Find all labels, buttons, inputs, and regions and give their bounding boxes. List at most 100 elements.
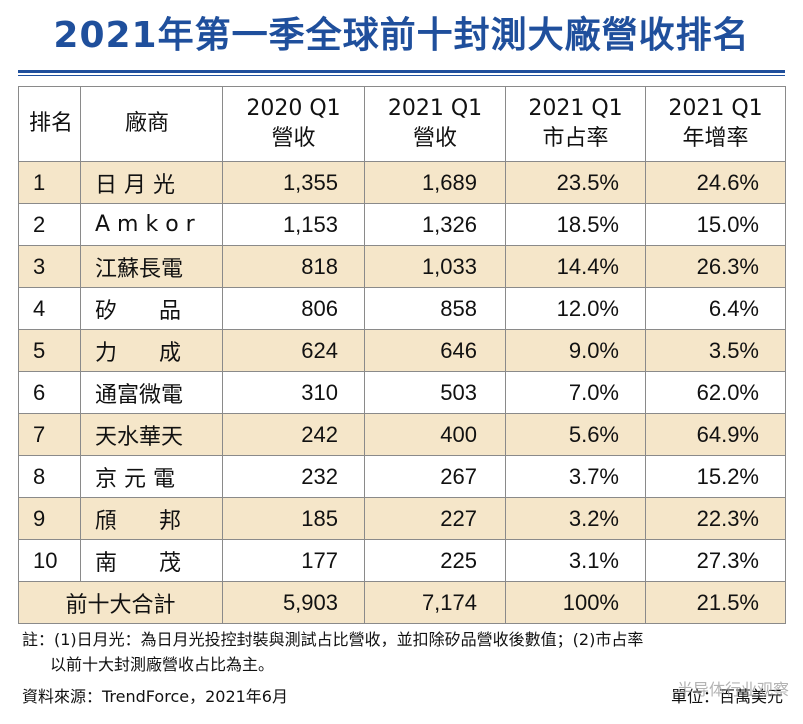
rev2021-cell: 858 [364, 287, 506, 330]
table-row: 7 天水華天 242 400 5.6% 64.9% [18, 413, 786, 456]
rev2020-cell: 310 [222, 371, 365, 414]
rev2021-cell: 1,689 [364, 161, 506, 204]
share-cell: 18.5% [505, 203, 646, 246]
company-cell: 天水華天 [80, 413, 223, 456]
growth-cell: 6.4% [645, 287, 786, 330]
table-row: 5 力 成 624 646 9.0% 3.5% [18, 329, 786, 372]
rank-cell: 3 [18, 245, 81, 288]
header-share: 2021 Q1 市占率 [505, 86, 646, 162]
share-cell: 5.6% [505, 413, 646, 456]
rank-cell: 2 [18, 203, 81, 246]
share-cell: 23.5% [505, 161, 646, 204]
rev2020-cell: 806 [222, 287, 365, 330]
growth-cell: 27.3% [645, 539, 786, 582]
watermark: 半导体行业观察 [676, 680, 789, 699]
header-rev2020-line1: 2020 Q1 [246, 96, 341, 121]
rev2020-cell: 818 [222, 245, 365, 288]
share-cell: 7.0% [505, 371, 646, 414]
growth-cell: 3.5% [645, 329, 786, 372]
header-company: 廠商 [80, 86, 223, 162]
header-rev2021-line1: 2021 Q1 [387, 96, 483, 121]
rank-cell: 4 [18, 287, 81, 330]
header-rank: 排名 [18, 86, 81, 162]
footnote-line2: 以前十大封測廠營收占比為主。 [50, 655, 275, 674]
page-title: 2021年第一季全球前十封測大廠營收排名 [53, 15, 750, 56]
rank-cell: 5 [18, 329, 81, 372]
title-rule [18, 70, 785, 73]
rev2020-cell: 1,153 [222, 203, 365, 246]
company-cell: 南 茂 [80, 539, 223, 582]
header-growth-line1: 2021 Q1 [668, 96, 763, 121]
table-row: 10 南 茂 177 225 3.1% 27.3% [18, 539, 786, 582]
company-cell: 京 元 電 [80, 455, 223, 498]
growth-cell: 24.6% [645, 161, 786, 204]
rev2020-cell: 177 [222, 539, 365, 582]
header-rev2021: 2021 Q1 營收 [364, 86, 506, 162]
rev2021-cell: 227 [364, 497, 506, 540]
header-rev2020: 2020 Q1 營收 [222, 86, 365, 162]
company-cell: 通富微電 [80, 371, 223, 414]
table-row: 3 江蘇長電 818 1,033 14.4% 26.3% [18, 245, 786, 288]
company-cell: 江蘇長電 [80, 245, 223, 288]
rank-cell: 9 [18, 497, 81, 540]
company-cell: A m k o r [80, 203, 223, 246]
table-row: 6 通富微電 310 503 7.0% 62.0% [18, 371, 786, 414]
table-row: 2 A m k o r 1,153 1,326 18.5% 15.0% [18, 203, 786, 246]
table-row: 8 京 元 電 232 267 3.7% 15.2% [18, 455, 786, 498]
rev2020-cell: 1,355 [222, 161, 365, 204]
company-cell: 矽 品 [80, 287, 223, 330]
total-growth-cell: 21.5% [645, 581, 786, 624]
header-rev2020-line2: 營收 [271, 126, 316, 151]
rev2021-cell: 503 [364, 371, 506, 414]
unit-text: 單位：百萬美元 [670, 687, 783, 706]
table-row: 1 日 月 光 1,355 1,689 23.5% 24.6% [18, 161, 786, 204]
footnote: 註：(1)日月光：為日月光投控封裝與測試占比營收，並扣除矽品營收後數值；(2)市… [22, 627, 792, 677]
header-rev2021-line2: 營收 [412, 126, 457, 151]
table-row: 4 矽 品 806 858 12.0% 6.4% [18, 287, 786, 330]
rev2021-cell: 225 [364, 539, 506, 582]
share-cell: 3.7% [505, 455, 646, 498]
growth-cell: 15.0% [645, 203, 786, 246]
rank-cell: 8 [18, 455, 81, 498]
rev2021-cell: 1,033 [364, 245, 506, 288]
rank-cell: 1 [18, 161, 81, 204]
growth-cell: 22.3% [645, 497, 786, 540]
rev2021-cell: 400 [364, 413, 506, 456]
title-rule-thin [18, 75, 785, 76]
share-cell: 12.0% [505, 287, 646, 330]
rank-cell: 7 [18, 413, 81, 456]
total-rev2020-cell: 5,903 [222, 581, 365, 624]
header-growth-line2: 年增率 [682, 126, 749, 151]
rev2021-cell: 1,326 [364, 203, 506, 246]
ranking-table: 排名 廠商 2020 Q1 營收 2021 Q1 營收 2021 Q1 市占率 … [18, 86, 786, 624]
header-row: 排名 廠商 2020 Q1 營收 2021 Q1 營收 2021 Q1 市占率 … [18, 86, 786, 162]
rev2020-cell: 185 [222, 497, 365, 540]
growth-cell: 26.3% [645, 245, 786, 288]
header-growth: 2021 Q1 年增率 [645, 86, 786, 162]
header-share-line2: 市占率 [542, 126, 609, 151]
footnote-line1: 註：(1)日月光：為日月光投控封裝與測試占比營收，並扣除矽品營收後數值；(2)市… [22, 630, 644, 649]
company-cell: 日 月 光 [80, 161, 223, 204]
growth-cell: 62.0% [645, 371, 786, 414]
source-text: 資料來源：TrendForce，2021年6月 [22, 687, 288, 706]
rank-cell: 6 [18, 371, 81, 414]
rev2021-cell: 646 [364, 329, 506, 372]
rev2020-cell: 232 [222, 455, 365, 498]
rev2020-cell: 242 [222, 413, 365, 456]
rank-cell: 10 [18, 539, 81, 582]
total-rev2021-cell: 7,174 [364, 581, 506, 624]
header-share-line1: 2021 Q1 [528, 96, 623, 121]
growth-cell: 15.2% [645, 455, 786, 498]
total-share-cell: 100% [505, 581, 646, 624]
share-cell: 14.4% [505, 245, 646, 288]
rev2021-cell: 267 [364, 455, 506, 498]
total-row: 前十大合計 5,903 7,174 100% 21.5% [18, 581, 786, 624]
table-row: 9 頎 邦 185 227 3.2% 22.3% [18, 497, 786, 540]
share-cell: 9.0% [505, 329, 646, 372]
growth-cell: 64.9% [645, 413, 786, 456]
share-cell: 3.1% [505, 539, 646, 582]
total-label-cell: 前十大合計 [18, 581, 223, 624]
rev2020-cell: 624 [222, 329, 365, 372]
company-cell: 力 成 [80, 329, 223, 372]
company-cell: 頎 邦 [80, 497, 223, 540]
